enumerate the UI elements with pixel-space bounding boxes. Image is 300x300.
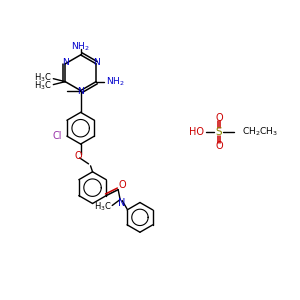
Text: H$_3$C: H$_3$C bbox=[34, 71, 51, 84]
Text: H$_3$C: H$_3$C bbox=[34, 80, 51, 92]
Text: CH$_2$CH$_3$: CH$_2$CH$_3$ bbox=[242, 126, 278, 138]
Text: O: O bbox=[215, 113, 223, 123]
Text: N: N bbox=[62, 58, 69, 67]
Text: Cl: Cl bbox=[52, 131, 62, 141]
Text: HO: HO bbox=[190, 127, 205, 137]
Text: NH$_2$: NH$_2$ bbox=[106, 75, 124, 88]
Text: N: N bbox=[118, 197, 126, 208]
Text: N: N bbox=[77, 87, 84, 96]
Text: N: N bbox=[93, 58, 100, 67]
Text: S: S bbox=[215, 127, 222, 137]
Text: NH$_2$: NH$_2$ bbox=[71, 41, 90, 53]
Text: O: O bbox=[215, 141, 223, 151]
Text: H$_3$C: H$_3$C bbox=[94, 200, 112, 213]
Text: O: O bbox=[118, 180, 126, 190]
Text: O: O bbox=[75, 151, 82, 161]
